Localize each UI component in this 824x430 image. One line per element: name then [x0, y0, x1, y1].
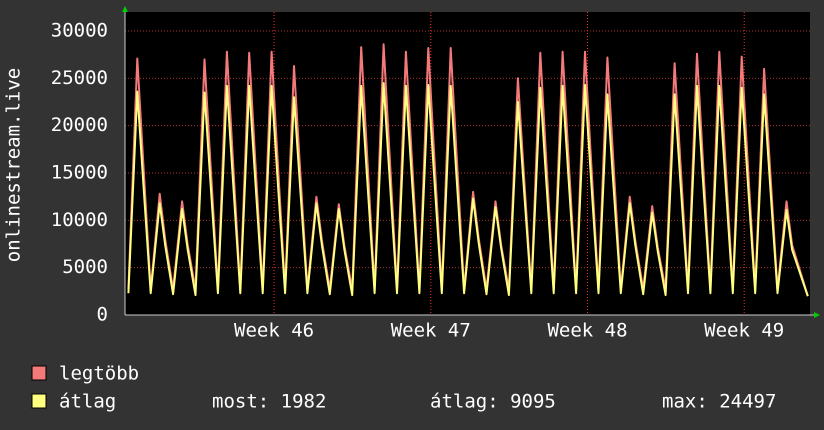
series-lines — [127, 43, 809, 297]
y-tick-label: 5000 — [62, 256, 108, 278]
axis-arrow — [814, 312, 820, 318]
legend-swatch — [31, 393, 47, 409]
x-tick-label: Week 49 — [704, 320, 784, 342]
y-tick-label: 20000 — [51, 114, 108, 136]
legend-stat: most: 1982 — [212, 391, 326, 413]
y-tick-label: 30000 — [51, 20, 108, 42]
grid — [125, 12, 810, 316]
series-line — [127, 82, 809, 297]
x-tick-label: Week 46 — [234, 320, 314, 342]
legend-stat: átlag: 9095 — [430, 391, 556, 413]
legend-stat: max: 24497 — [662, 391, 776, 413]
y-tick-label: 10000 — [51, 209, 108, 231]
legend-label: legtöbb — [59, 363, 139, 385]
axis-arrow — [122, 6, 128, 12]
y-tick-label: 25000 — [51, 67, 108, 89]
y-tick-label: 15000 — [51, 162, 108, 184]
legend: legtöbb átlag most: 1982 átlag: 9095 max: 24… — [31, 363, 776, 413]
y-axis-label: onlinestream.live — [3, 68, 25, 262]
legend-label: átlag — [59, 391, 116, 413]
x-tick-label: Week 48 — [547, 320, 627, 342]
y-tick-label: 0 — [97, 304, 108, 326]
legend-swatch — [31, 365, 47, 381]
x-tick-label: Week 47 — [391, 320, 471, 342]
